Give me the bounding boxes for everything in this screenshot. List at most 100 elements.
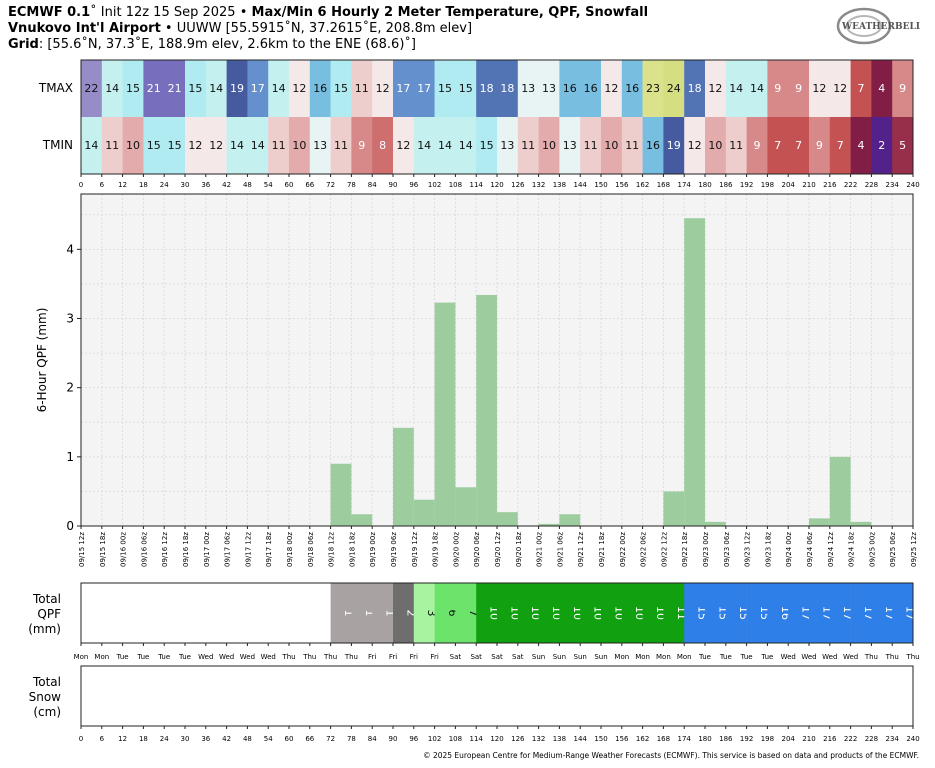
- heatmap-hour-label: 120: [490, 181, 503, 189]
- heatmap-value-tmax: 17: [251, 82, 265, 95]
- total-qpf-cell: [809, 583, 831, 643]
- total-snow-hour-label: 138: [553, 735, 566, 743]
- heatmap-value-tmin: 10: [292, 139, 306, 152]
- qpf-x-tick-label: 09/23 18z: [764, 532, 772, 567]
- total-qpf-day-label: Mon: [677, 653, 692, 661]
- total-qpf-cell: [351, 583, 373, 643]
- heatmap-value-tmin: 11: [729, 139, 743, 152]
- heatmap-value-tmin: 11: [625, 139, 639, 152]
- heatmap-hour-label: 168: [657, 181, 670, 189]
- heatmap-hour-label: 96: [409, 181, 418, 189]
- total-qpf-title-line: (mm): [28, 622, 61, 636]
- chart-title: Max/Min 6 Hourly 2 Meter Temperature, QP…: [251, 5, 649, 20]
- heatmap-hour-label: 138: [553, 181, 566, 189]
- heatmap-cell-tmax: [725, 60, 747, 117]
- qpf-y-tick-label: 4: [66, 242, 74, 256]
- total-snow-hour-label: 12: [118, 735, 127, 743]
- heatmap-hour-label: 48: [243, 181, 252, 189]
- total-snow-hour-label: 168: [657, 735, 670, 743]
- total-qpf-day-label: Tue: [719, 653, 732, 661]
- heatmap-cell-tmin: [81, 117, 103, 174]
- qpf-bar: [705, 521, 726, 526]
- heatmap-cell-tmin: [351, 117, 373, 174]
- heatmap-hour-label: 108: [449, 181, 462, 189]
- heatmap-cell-tmin: [372, 117, 394, 174]
- total-qpf-day-label: Wed: [219, 653, 234, 661]
- total-qpf-cell: [601, 583, 623, 643]
- total-qpf-day-label: Thu: [302, 653, 316, 661]
- heatmap-value-tmin: 7: [837, 139, 844, 152]
- total-qpf-day-label: Sun: [553, 653, 566, 661]
- heatmap-value-tmax: 18: [500, 82, 514, 95]
- total-qpf-day-label: Thu: [281, 653, 295, 661]
- heatmap-cell-tmin: [642, 117, 664, 174]
- heatmap-cell-tmin: [393, 117, 415, 174]
- total-qpf-day-label: Mon: [74, 653, 89, 661]
- total-qpf-day-label: Sat: [491, 653, 503, 661]
- heatmap-cell-tmin: [434, 117, 456, 174]
- total-qpf-cell: [455, 583, 477, 643]
- total-snow-hour-label: 72: [326, 735, 335, 743]
- heatmap-value-tmin: 12: [188, 139, 202, 152]
- heatmap-cell-tmax: [393, 60, 415, 117]
- heatmap-hour-label: 0: [79, 181, 83, 189]
- model-name: ECMWF 0.1: [8, 5, 91, 20]
- heatmap-value-tmin: 12: [688, 139, 702, 152]
- total-snow-hour-label: 48: [243, 735, 252, 743]
- qpf-x-tick-label: 09/22 12z: [660, 532, 668, 567]
- heatmap-value-tmax: 12: [604, 82, 618, 95]
- qpf-x-tick-label: 09/24 18z: [848, 532, 856, 567]
- heatmap-value-tmin: 9: [754, 139, 761, 152]
- total-snow-hour-label: 30: [181, 735, 190, 743]
- total-qpf-cell: [871, 583, 893, 643]
- grid-info: : [55.6˚N, 37.3˚E, 188.9m elev, 2.6km to…: [38, 37, 416, 52]
- heatmap-hour-label: 6: [100, 181, 105, 189]
- heatmap-cell-tmin: [892, 117, 914, 174]
- heatmap-cell-tmax: [309, 60, 331, 117]
- qpf-x-tick-label: 09/21 06z: [556, 532, 564, 567]
- qpf-x-tick-label: 09/16 00z: [120, 532, 128, 567]
- qpf-x-tick-label: 09/19 00z: [369, 532, 377, 567]
- heatmap-hour-label: 222: [844, 181, 857, 189]
- heatmap-value-tmax: 15: [438, 82, 452, 95]
- qpf-x-tick-label: 09/16 12z: [161, 532, 169, 567]
- qpf-x-tick-label: 09/18 06z: [307, 532, 315, 567]
- heatmap-value-tmin: 13: [563, 139, 577, 152]
- heatmap-hour-label: 54: [264, 181, 273, 189]
- total-snow-hour-label: 150: [594, 735, 607, 743]
- total-snow-hour-label: 132: [532, 735, 545, 743]
- qpf-bar: [455, 487, 477, 526]
- heatmap-cell-tmax: [476, 60, 498, 117]
- qpf-x-tick-label: 09/16 06z: [140, 532, 148, 567]
- grid-label: Grid: [8, 37, 39, 52]
- heatmap-hour-label: 180: [698, 181, 711, 189]
- heatmap-cell-tmin: [663, 117, 685, 174]
- heatmap-value-tmin: 13: [500, 139, 514, 152]
- heatmap-value-tmax: 19: [230, 82, 244, 95]
- total-qpf-day-label: Thu: [864, 653, 878, 661]
- heatmap-cell-tmax: [642, 60, 664, 117]
- total-qpf-cell: [497, 583, 519, 643]
- heatmap-cell-tmin: [684, 117, 706, 174]
- total-qpf-day-label: Thu: [344, 653, 358, 661]
- heatmap-hour-label: 102: [428, 181, 441, 189]
- qpf-bar: [434, 302, 456, 526]
- heatmap-value-tmax: 15: [126, 82, 140, 95]
- total-snow-hour-label: 54: [264, 735, 273, 743]
- heatmap-hour-label: 174: [678, 181, 692, 189]
- heatmap-cell-tmax: [185, 60, 207, 117]
- total-qpf-title-line: QPF: [37, 607, 61, 621]
- heatmap-cell-tmax: [143, 60, 165, 117]
- copyright-footer: © 2025 European Centre for Medium-Range …: [423, 751, 919, 760]
- heatmap-value-tmin: 2: [878, 139, 885, 152]
- total-qpf-value: 1: [384, 610, 397, 617]
- heatmap-cell-tmax: [684, 60, 706, 117]
- heatmap-value-tmax: 16: [625, 82, 639, 95]
- heatmap-value-tmax: 14: [272, 82, 286, 95]
- heatmap-hour-label: 90: [389, 181, 398, 189]
- total-qpf-day-label: Mon: [94, 653, 109, 661]
- heatmap-hour-label: 126: [511, 181, 525, 189]
- heatmap-cell-tmin: [455, 117, 477, 174]
- total-snow-hour-label: 24: [160, 735, 169, 743]
- heatmap-cell-tmax: [892, 60, 914, 117]
